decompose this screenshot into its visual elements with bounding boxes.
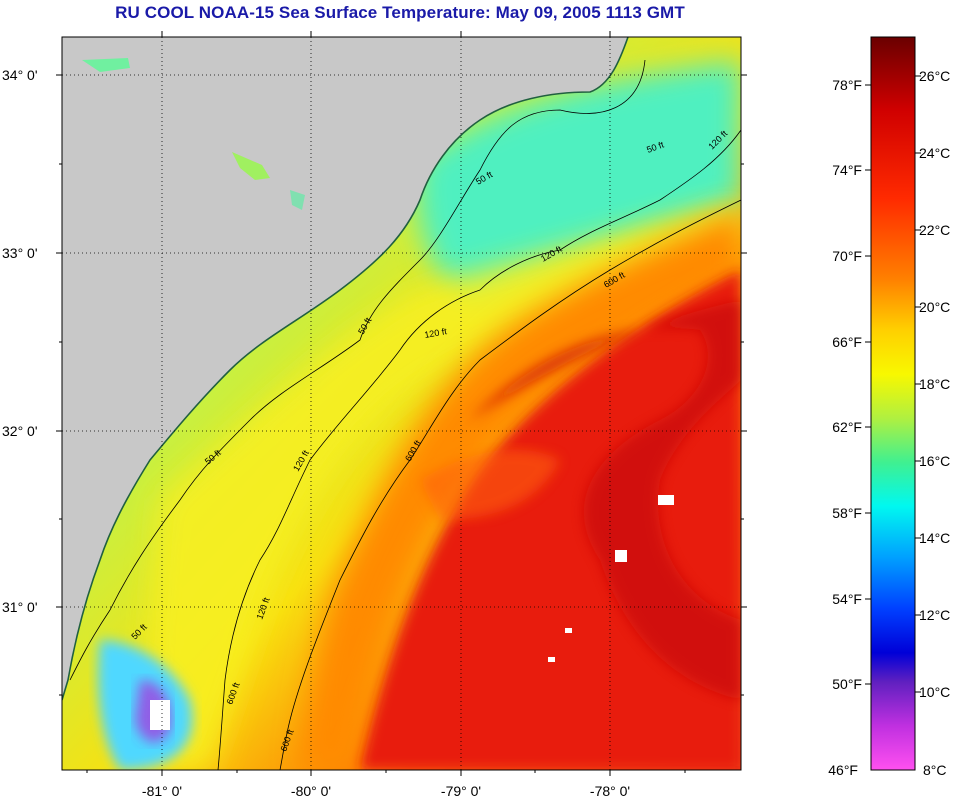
colorbar-ticks	[865, 75, 921, 693]
lon-label: -80° 0'	[291, 783, 331, 799]
coastline	[62, 37, 629, 701]
colorbar-f-label: 78°F	[832, 77, 862, 93]
land-mass	[62, 37, 628, 700]
colorbar-f-label: 66°F	[832, 334, 862, 350]
contour-120ft	[217, 129, 741, 770]
gulf-stream-core	[470, 300, 741, 700]
colorbar	[870, 36, 916, 771]
contour-50ft	[69, 59, 646, 681]
cloud-mask	[615, 550, 627, 562]
cool-water-north	[417, 60, 741, 300]
colorbar-c-label: 18°C	[919, 376, 950, 392]
map-area: 50 ft 50 ft 50 ft 50 ft 50 ft 120 ft 120…	[62, 37, 741, 770]
colorbar-c-label: 24°C	[919, 145, 950, 161]
colorbar-f-label: 74°F	[832, 162, 862, 178]
colorbar-c-label: 16°C	[919, 453, 950, 469]
colorbar-c-label: 22°C	[919, 222, 950, 238]
map-title: RU COOL NOAA-15 Sea Surface Temperature:…	[115, 3, 685, 22]
colorbar-f-label: 46°F	[828, 762, 858, 778]
colorbar-f-label: 58°F	[832, 505, 862, 521]
lat-label: 33° 0'	[2, 245, 38, 261]
colorbar-f-label: 62°F	[832, 419, 862, 435]
cloud-mask	[548, 657, 555, 662]
colorbar-f-label: 70°F	[832, 248, 862, 264]
lat-label: 31° 0'	[2, 599, 38, 615]
cloud-mask	[565, 628, 572, 633]
lat-label: 34° 0'	[2, 67, 38, 83]
inland-lake	[232, 152, 270, 180]
lon-label: -81° 0'	[142, 783, 182, 799]
contour-600ft	[279, 199, 741, 770]
lat-ticks	[56, 74, 747, 696]
contour-label: 120 ft	[424, 326, 448, 340]
slope-water	[300, 210, 741, 770]
lat-label: 32° 0'	[2, 423, 38, 439]
warm-eddy	[420, 449, 560, 520]
gulf-stream	[360, 270, 741, 770]
colorbar-f-label: 54°F	[832, 591, 862, 607]
colorbar-c-label: 8°C	[923, 762, 947, 778]
colorbar-c-label: 14°C	[919, 530, 950, 546]
lon-label: -79° 0'	[441, 783, 481, 799]
lon-label: -78° 0'	[590, 783, 630, 799]
colorbar-c-label: 10°C	[919, 684, 950, 700]
colorbar-c-label: 12°C	[919, 607, 950, 623]
cloud-mask	[658, 495, 674, 505]
map-frame	[61, 36, 742, 771]
colorbar-c-label: 26°C	[919, 68, 950, 84]
inland-lake	[82, 58, 130, 72]
cloud-mask	[150, 700, 170, 730]
inland-lake	[290, 190, 305, 210]
lon-ticks	[86, 31, 686, 776]
colorbar-c-label: 20°C	[919, 299, 950, 315]
colorbar-f-label: 50°F	[832, 676, 862, 692]
